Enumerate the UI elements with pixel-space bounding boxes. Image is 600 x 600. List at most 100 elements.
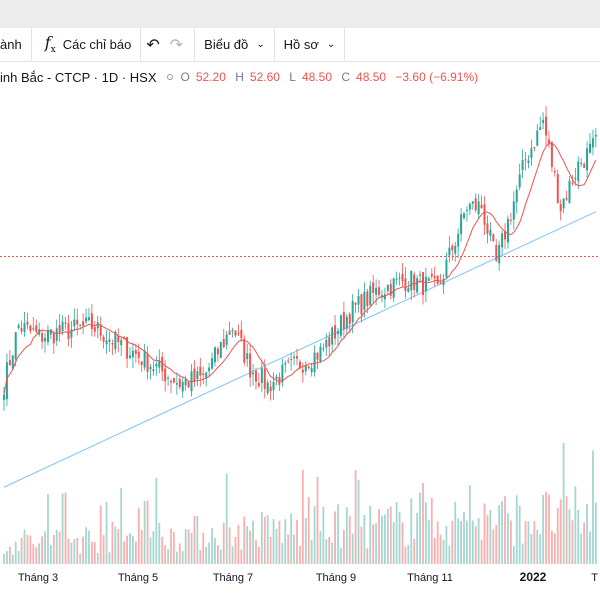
candle-body	[328, 337, 331, 347]
volume-bar	[363, 514, 366, 564]
candle-body	[123, 338, 126, 340]
volume-bar	[389, 506, 392, 564]
volume-bar	[392, 522, 395, 564]
candle	[568, 176, 571, 204]
candle-body	[372, 282, 375, 293]
candle	[369, 280, 372, 306]
volume-bar	[551, 530, 553, 564]
candle-body	[284, 363, 287, 365]
candle	[404, 267, 407, 299]
volume-bar	[126, 535, 128, 564]
candle	[366, 288, 369, 314]
price-chart[interactable]: Tháng 3 Tháng 5 Tháng 7 Tháng 9 Tháng 11 2022…	[0, 88, 600, 600]
toolbar-partial-button[interactable]: ành	[0, 28, 31, 62]
volume-bar	[594, 502, 597, 564]
candle-body	[512, 201, 515, 220]
volume-bar	[348, 516, 351, 564]
candle	[234, 330, 237, 338]
volume-bar	[269, 536, 272, 564]
volume-bar	[88, 530, 90, 564]
volume-bar	[413, 538, 416, 564]
candle-body	[442, 278, 445, 286]
candle	[208, 362, 211, 378]
chart-toolbar: ành fx Các chỉ báo ↶ ↷ Biểu đồ ⌄ Hồ sơ ⌄	[0, 27, 600, 62]
candle-body	[263, 368, 266, 389]
candle	[471, 201, 474, 210]
volume-bar	[401, 522, 404, 564]
candle	[527, 155, 530, 169]
volume-bar	[52, 535, 55, 564]
candle-body	[181, 381, 184, 392]
volume-bar	[178, 543, 181, 564]
chart-type-dropdown[interactable]: Biểu đồ ⌄	[195, 28, 273, 62]
volume-bar	[592, 450, 594, 564]
candle-body	[463, 213, 466, 219]
candle-body	[196, 371, 199, 380]
trendline[interactable]	[3, 211, 597, 488]
candle	[589, 132, 591, 154]
volume-bar	[246, 526, 249, 564]
undo-icon[interactable]: ↶	[146, 36, 160, 54]
candle-body	[398, 277, 401, 279]
candle	[337, 327, 340, 346]
volume-bar	[580, 533, 583, 564]
volume-bar	[386, 508, 389, 564]
candle-body	[395, 278, 398, 280]
candle-body	[492, 234, 495, 241]
candle-body	[96, 322, 99, 329]
candle-body	[448, 247, 451, 256]
volume-bar	[120, 487, 123, 564]
candle-body	[120, 339, 123, 346]
volume-bar	[553, 533, 556, 564]
candle	[205, 371, 208, 387]
candle-body	[530, 148, 533, 158]
profile-dropdown[interactable]: Hồ sơ ⌄	[275, 28, 345, 62]
redo-icon[interactable]: ↷	[169, 36, 184, 54]
volume-bar	[35, 547, 38, 564]
change-value: −3.60 (−6.91%)	[395, 70, 479, 84]
volume-bar	[6, 551, 8, 564]
volume-bar	[507, 513, 509, 564]
candle-body	[421, 272, 424, 296]
candle	[222, 329, 225, 348]
candle-body	[131, 350, 134, 358]
candle-body	[547, 139, 550, 144]
candle-body	[175, 383, 178, 385]
candle-body	[14, 332, 17, 360]
candle-body	[146, 353, 149, 373]
candle	[272, 372, 275, 400]
candle	[219, 341, 222, 358]
volume-bar	[296, 519, 298, 564]
candle	[143, 343, 146, 371]
candle-body	[102, 336, 105, 342]
volume-bar	[565, 495, 568, 564]
volume-bar	[378, 508, 380, 564]
volume-bar	[137, 507, 140, 564]
candle-body	[152, 369, 155, 372]
candle-body	[556, 174, 559, 204]
candle-body	[231, 329, 234, 331]
candle	[492, 233, 495, 243]
close-value: 48.50	[356, 70, 387, 84]
volume-bar	[175, 551, 178, 564]
candle-body	[465, 209, 468, 211]
volume-bar	[73, 539, 76, 564]
volume-bar	[419, 492, 421, 564]
volume-bar	[313, 506, 316, 564]
candle	[357, 289, 360, 313]
candle-body	[243, 338, 246, 363]
open-value: 52.20	[195, 70, 226, 84]
indicators-button[interactable]: fx Các chỉ báo	[32, 28, 141, 62]
candle-body	[64, 322, 67, 324]
candle-body	[287, 360, 290, 362]
volume-bar	[132, 536, 134, 564]
chart-type-label: Biểu đồ	[204, 37, 249, 52]
volume-bar	[460, 520, 462, 564]
candle-body	[483, 204, 486, 225]
candle	[433, 266, 436, 287]
candle-body	[366, 291, 369, 306]
candle-body	[410, 270, 413, 291]
symbol-title[interactable]: inh Bắc - CTCP · 1D · HSX	[0, 69, 157, 85]
candle-body	[55, 328, 58, 341]
volume-bar	[278, 520, 281, 564]
